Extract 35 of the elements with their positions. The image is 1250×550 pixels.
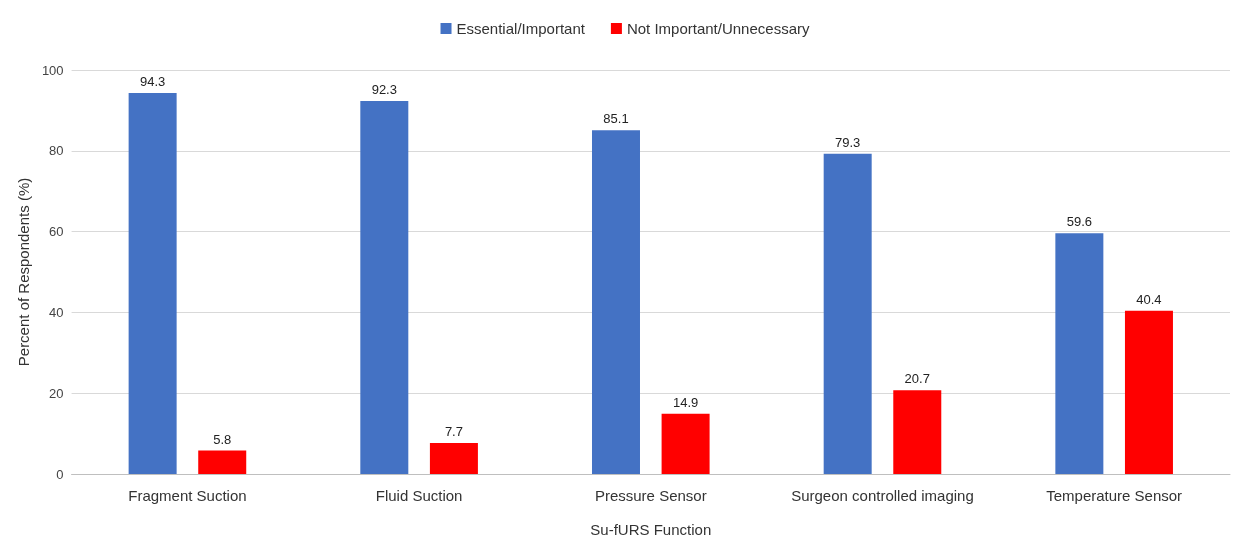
bar: [360, 101, 409, 474]
x-tick-label: Surgeon controlled imaging: [791, 487, 974, 504]
y-axis-title: Percent of Respondents (%): [15, 177, 32, 367]
data-label: 85.1: [603, 111, 629, 127]
bar: [823, 153, 872, 474]
bar: [1055, 233, 1104, 474]
y-tick-label: 20: [49, 385, 64, 401]
bar: [592, 130, 640, 474]
bar: [128, 93, 177, 474]
bar: [893, 390, 942, 474]
x-axis-title: Su-fURS Function: [590, 521, 712, 538]
x-tick-label: Fluid Suction: [375, 487, 463, 504]
data-label: 94.3: [139, 74, 166, 90]
y-tick-label: 60: [49, 224, 64, 240]
data-label: 20.7: [904, 371, 930, 387]
y-tick-label: 40: [49, 304, 64, 320]
data-label: 5.8: [213, 431, 232, 447]
y-tick-label: 80: [49, 143, 64, 159]
data-label: 14.9: [672, 394, 699, 410]
data-label: 40.4: [1136, 291, 1162, 307]
data-label: 79.3: [835, 134, 861, 150]
data-label: 59.6: [1066, 214, 1093, 230]
legend-label: Not Important/Unnecessary: [626, 20, 810, 37]
x-tick-label: Pressure Sensor: [594, 487, 707, 504]
data-label: 92.3: [371, 82, 397, 98]
y-tick-label: 100: [41, 62, 64, 78]
legend-label: Essential/Important: [456, 20, 586, 37]
bar: [429, 442, 478, 474]
data-label: 7.7: [444, 423, 463, 439]
x-tick-label: Fragment Suction: [128, 487, 247, 504]
bar: [1124, 310, 1173, 474]
y-tick-label: 0: [56, 466, 64, 482]
x-tick-label: Temperature Sensor: [1046, 487, 1183, 504]
bar: [661, 413, 710, 474]
bar: [198, 450, 247, 474]
